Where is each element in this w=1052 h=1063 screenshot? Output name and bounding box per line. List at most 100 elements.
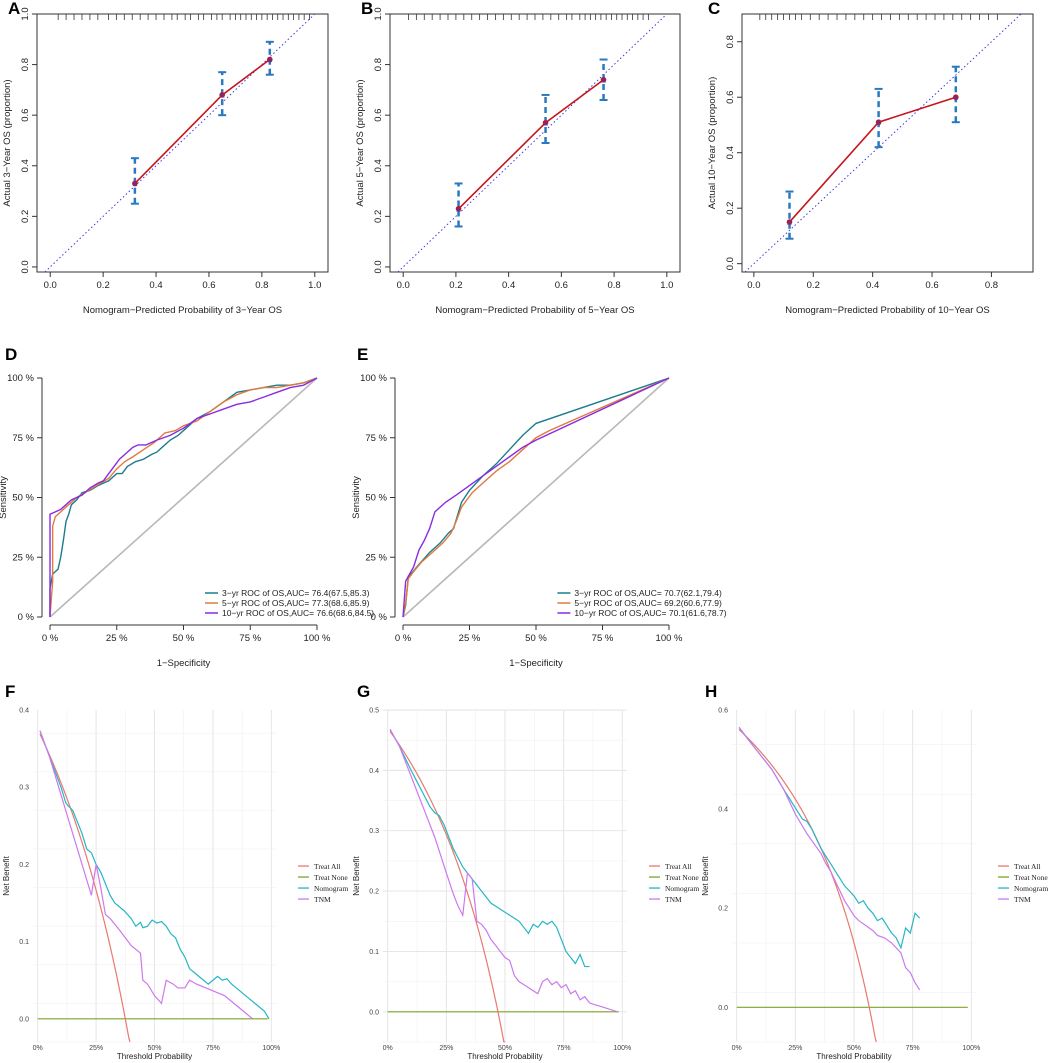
y-tick-label: 1.0 <box>20 7 31 20</box>
roc-curve <box>402 377 670 618</box>
y-tick-label: 0.5 <box>369 708 379 715</box>
x-axis-title: Threshold Probability <box>467 1052 542 1061</box>
observed-point <box>219 92 225 98</box>
y-tick-label: 0 % <box>18 612 35 623</box>
y-tick-label: 0.4 <box>19 708 29 715</box>
y-tick-label: 0.3 <box>369 828 379 835</box>
treat-all-curve <box>39 733 131 1043</box>
x-axis-title: Threshold Probability <box>117 1052 192 1061</box>
x-axis-title: 1−Specificity <box>509 658 563 669</box>
x-tick-label: 0.4 <box>502 280 515 291</box>
observed-point <box>875 119 882 125</box>
y-axis-title: Sensitivity <box>351 476 362 519</box>
treat-all-curve <box>389 730 506 1043</box>
y-tick-label: 0.0 <box>20 260 31 273</box>
y-tick-label: 1.0 <box>373 7 384 20</box>
x-tick-label: 0.8 <box>255 280 268 291</box>
y-tick-label: 75 % <box>365 433 387 444</box>
panel-label: F <box>5 682 15 701</box>
panel-label: A <box>8 0 20 18</box>
x-tick-label: 100 % <box>304 633 331 644</box>
x-tick-label: 75 % <box>239 633 261 644</box>
plot-frame <box>741 13 1034 273</box>
y-axis-title: Net Benefit <box>2 855 11 895</box>
x-axis-title: Nomogram−Predicted Probability of 5−Year… <box>435 305 634 316</box>
net-benefit-curve <box>738 726 921 991</box>
net-benefit-curve <box>738 726 921 950</box>
observed-point <box>786 219 793 225</box>
y-tick-label: 100 % <box>7 373 34 384</box>
calibration-plot-b: B 0.0 0.2 0.4 0.6 0.8 1.0 0.0 0.2 0.4 0.6 0.8 1.0 Nom… <box>355 0 681 316</box>
chance-diagonal-line <box>49 377 318 618</box>
x-tick-label: 0.2 <box>807 280 820 291</box>
y-tick-label: 0.8 <box>373 58 384 71</box>
panel-label: G <box>357 682 370 701</box>
legend-label: TNM <box>665 895 682 904</box>
legend-label: Treat All <box>314 862 341 871</box>
net-benefit-curve <box>39 730 270 1020</box>
x-tick-label: 100 % <box>656 633 683 644</box>
y-tick-label: 0.4 <box>369 768 379 775</box>
legend-label: Treat None <box>1014 873 1048 882</box>
x-tick-label: 0.6 <box>202 280 215 291</box>
ideal-diagonal-line <box>744 13 1022 273</box>
plot-frame <box>36 13 329 273</box>
y-tick-label: 75 % <box>12 433 34 444</box>
x-axis-title: Nomogram−Predicted Probability of 3−Year… <box>83 305 282 316</box>
y-tick-label: 0.6 <box>373 109 384 122</box>
calibration-plot-a: A 0.0 0.2 0.4 0.6 0.8 1.0 0.0 0.2 0.4 0.6 0.8 1.0 Nom… <box>2 0 329 316</box>
x-tick-label: 50% <box>847 1045 861 1052</box>
bias-corrected-mark: × <box>875 118 882 127</box>
x-tick-label: 0.8 <box>607 280 620 291</box>
x-tick-label: 1.0 <box>308 280 321 291</box>
x-tick-label: 1.0 <box>660 280 673 291</box>
y-tick-label: 0.0 <box>369 1009 379 1016</box>
y-tick-label: 50 % <box>365 493 387 504</box>
x-tick-label: 0.2 <box>449 280 462 291</box>
bias-corrected-mark: × <box>600 76 607 85</box>
net-benefit-curve <box>39 730 254 1020</box>
bias-corrected-mark: × <box>786 218 793 227</box>
y-axis-title: Actual 3−Year OS (proportion) <box>2 79 13 206</box>
x-axis-title: Threshold Probability <box>816 1052 891 1061</box>
legend-label: Treat All <box>665 862 692 871</box>
y-axis-title: Actual 5−Year OS (proportion) <box>355 79 366 206</box>
observed-point <box>455 205 462 212</box>
treat-all-curve <box>738 729 877 1043</box>
y-tick-label: 25 % <box>365 552 387 563</box>
x-tick-label: 25 % <box>106 633 128 644</box>
bias-corrected-mark: × <box>542 119 549 128</box>
legend-label: Nomogram <box>665 884 699 893</box>
y-tick-label: 0.6 <box>725 91 736 104</box>
y-tick-label: 0.4 <box>373 159 384 172</box>
observed-point <box>542 119 549 126</box>
roc-curve <box>402 377 670 618</box>
roc-curve <box>49 377 318 617</box>
x-tick-label: 0.6 <box>925 280 938 291</box>
x-tick-label: 0.0 <box>747 280 760 291</box>
y-tick-label: 0.1 <box>369 949 379 956</box>
ideal-diagonal-line <box>44 13 316 273</box>
ideal-diagonal-line <box>397 13 668 273</box>
y-tick-label: 25 % <box>12 552 34 563</box>
y-tick-label: 0.4 <box>20 159 31 172</box>
y-tick-label: 0.0 <box>19 1016 29 1023</box>
x-tick-label: 100% <box>262 1045 280 1052</box>
plot-frame <box>389 13 681 273</box>
observed-point <box>600 76 607 83</box>
x-tick-label: 50 % <box>173 633 195 644</box>
x-tick-label: 75% <box>906 1045 920 1052</box>
x-tick-label: 100% <box>962 1045 980 1052</box>
roc-curve <box>49 377 318 617</box>
observed-point <box>132 180 138 187</box>
panel-label: H <box>705 682 717 701</box>
x-tick-label: 0.0 <box>397 280 410 291</box>
legend-label: 10−yr ROC of OS,AUC= 70.1(61.6,78.7) <box>574 608 726 618</box>
net-benefit-curve <box>389 729 618 1013</box>
y-tick-label: 0.2 <box>718 906 728 913</box>
x-tick-label: 0.4 <box>149 280 162 291</box>
y-tick-label: 0.2 <box>20 210 31 223</box>
x-tick-label: 50% <box>147 1045 161 1052</box>
x-tick-label: 75% <box>557 1045 571 1052</box>
x-tick-label: 0.4 <box>866 280 879 291</box>
